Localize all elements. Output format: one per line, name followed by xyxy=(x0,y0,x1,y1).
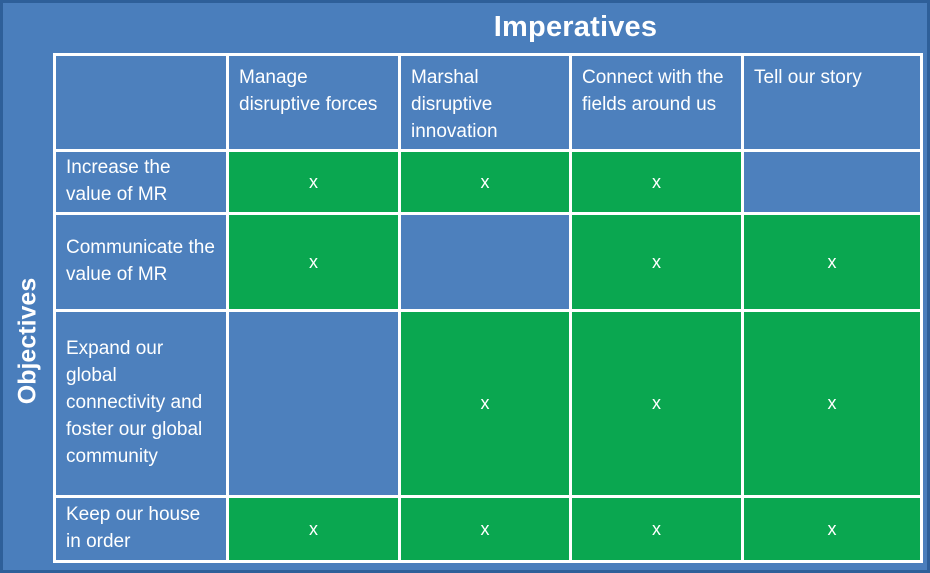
matrix-cell-r1-c1 xyxy=(401,215,569,309)
column-header-connect-with-fields: Connect with the fields around us xyxy=(572,56,741,149)
matrix-cell-r3-c3: x xyxy=(744,498,920,560)
row-header-keep-house-in-order: Keep our house in order xyxy=(56,498,226,560)
row-header-expand-global-connectivity: Expand our global connectivity and foste… xyxy=(56,312,226,495)
column-header-tell-our-story: Tell our story xyxy=(744,56,920,149)
matrix-cell-r3-c0: x xyxy=(229,498,398,560)
column-header-marshal-disruptive-innovation: Marshal disruptive innovation xyxy=(401,56,569,149)
column-header-manage-disruptive-forces: Manage disruptive forces xyxy=(229,56,398,149)
matrix-cell-r2-c2: x xyxy=(572,312,741,495)
imperatives-title: Imperatives xyxy=(493,11,658,43)
matrix-cell-r3-c2: x xyxy=(572,498,741,560)
matrix-cell-r2-c3: x xyxy=(744,312,920,495)
matrix-cell-r1-c3: x xyxy=(744,215,920,309)
row-header-increase-value: Increase the value of MR xyxy=(56,152,226,212)
matrix-cell-r1-c0: x xyxy=(229,215,398,309)
matrix-cell-r2-c0 xyxy=(229,312,398,495)
matrix-cell-r0-c2: x xyxy=(572,152,741,212)
matrix-cell-r2-c1: x xyxy=(401,312,569,495)
row-header-communicate-value: Communicate the value of MR xyxy=(56,215,226,309)
objectives-axis-label: Objectives xyxy=(13,277,42,405)
matrix-cell-r0-c0: x xyxy=(229,152,398,212)
objectives-imperatives-matrix: Manage disruptive forces Marshal disrupt… xyxy=(53,53,923,563)
matrix-cell-r3-c1: x xyxy=(401,498,569,560)
matrix-cell-r1-c2: x xyxy=(572,215,741,309)
matrix-cell-r0-c1: x xyxy=(401,152,569,212)
matrix-cell-r0-c3 xyxy=(744,152,920,212)
corner-cell xyxy=(56,56,226,149)
